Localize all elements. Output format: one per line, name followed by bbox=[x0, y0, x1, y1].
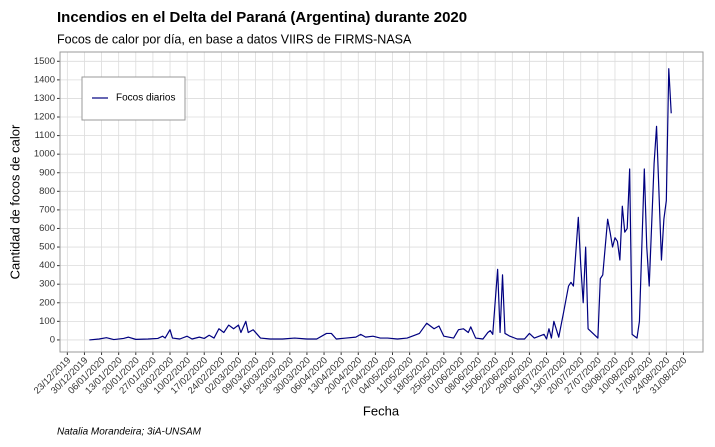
y-tick-label: 900 bbox=[39, 167, 55, 178]
y-tick-label: 400 bbox=[39, 260, 55, 271]
y-tick-label: 1000 bbox=[34, 149, 55, 160]
y-axis-label: Cantidad de focos de calor bbox=[7, 124, 22, 279]
data-line bbox=[89, 68, 672, 341]
y-tick-label: 1200 bbox=[34, 112, 55, 123]
plot-border bbox=[59, 51, 704, 353]
y-tick-label: 600 bbox=[39, 223, 55, 234]
y-tick-label: 1400 bbox=[34, 74, 55, 85]
y-tick-label: 1300 bbox=[34, 93, 55, 104]
y-tick-label: 100 bbox=[39, 316, 55, 327]
y-tick-label: 300 bbox=[39, 279, 55, 290]
x-axis-label: Fecha bbox=[363, 403, 400, 418]
legend-box bbox=[81, 76, 186, 121]
y-tick-label: 500 bbox=[39, 242, 55, 253]
y-tick-label: 200 bbox=[39, 297, 55, 308]
y-tick-label: 800 bbox=[39, 186, 55, 197]
y-tick-label: 700 bbox=[39, 204, 55, 215]
chart-subtitle: Focos de calor por día, en base a datos … bbox=[57, 32, 412, 46]
y-tick-label: 1100 bbox=[35, 130, 55, 141]
chart-title: Incendios en el Delta del Paraná (Argent… bbox=[57, 9, 467, 26]
y-tick-label: 1500 bbox=[34, 56, 55, 67]
legend-label: Focos diarios bbox=[116, 93, 175, 104]
caption: Natalia Morandeira; 3iA-UNSAM bbox=[57, 427, 202, 438]
y-tick-label: 0 bbox=[50, 334, 55, 345]
